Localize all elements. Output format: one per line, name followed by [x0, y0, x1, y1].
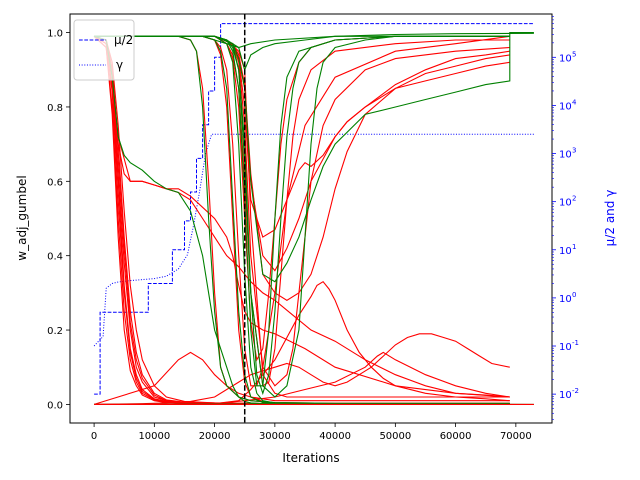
series-line-mu	[94, 23, 534, 395]
x-tick-label: 0	[91, 431, 97, 442]
right-y-tick-label: 10	[559, 101, 572, 112]
right-y-tick-label: 10	[559, 294, 572, 305]
x-axis-label: Iterations	[282, 451, 339, 465]
x-tick-label: 50000	[379, 431, 411, 442]
y-axis-ticks: 0.0 0.2 0.4 0.6 0.8 1.0	[47, 29, 70, 411]
y-tick-label: 0.6	[47, 177, 63, 188]
right-y-tick-exponent: 1	[572, 243, 576, 251]
x-axis-ticks: 0 10000 20000 30000 40000 50000 60000 70000	[91, 423, 532, 442]
legend-box	[73, 19, 135, 81]
right-y-tick-exponent: 2	[572, 195, 576, 203]
series-line-24	[94, 35, 510, 301]
right-y-tick-exponent: 4	[572, 98, 577, 106]
right-y-tick-exponent: -1	[572, 339, 579, 347]
series-line-18	[94, 35, 510, 387]
series-line-22	[94, 35, 510, 238]
series-line-12	[94, 333, 510, 405]
y-tick-label: 0.4	[47, 252, 63, 263]
y-tick-label: 0.0	[47, 400, 63, 411]
plot-frame	[69, 13, 553, 424]
right-y-tick-label: 10	[559, 198, 572, 209]
right-y-tick-label: 10	[559, 246, 572, 257]
x-tick-label: 10000	[138, 431, 170, 442]
y-axis-label: w_adj_gumbel	[15, 175, 29, 260]
series-line-33	[94, 32, 534, 283]
x-tick-label: 60000	[440, 431, 472, 442]
x-tick-label: 20000	[199, 431, 231, 442]
series-line-15	[93, 351, 510, 405]
right-y-tick-exponent: 3	[572, 147, 576, 155]
series-line-10	[93, 35, 510, 398]
legend: μ/2 γ	[73, 19, 135, 81]
right-y-tick-exponent: -2	[572, 387, 579, 395]
series-line-11	[93, 35, 510, 398]
x-tick-label: 70000	[500, 431, 532, 442]
right-y-tick-exponent: 5	[572, 50, 576, 58]
right-y-tick-label: 10	[559, 390, 572, 401]
right-y-axis-label: μ/2 and γ	[603, 190, 617, 247]
series-line-34	[94, 35, 510, 72]
x-tick-label: 40000	[319, 431, 351, 442]
right-y-tick-exponent: 0	[572, 291, 576, 299]
right-y-tick-label: 10	[559, 53, 572, 64]
legend-label-mu: μ/2	[114, 33, 133, 47]
y-tick-label: 1.0	[47, 29, 63, 40]
series-line-20	[94, 35, 510, 387]
right-y-tick-label: 10	[559, 342, 572, 353]
series-line-14	[94, 351, 510, 405]
y-tick-label: 0.8	[47, 103, 63, 114]
right-y-tick-label: 10	[559, 150, 572, 161]
series-line-13	[94, 280, 510, 405]
series-line-32	[94, 35, 510, 398]
y-tick-label: 0.2	[47, 326, 63, 337]
x-tick-label: 30000	[259, 431, 291, 442]
legend-label-gamma: γ	[116, 58, 123, 72]
